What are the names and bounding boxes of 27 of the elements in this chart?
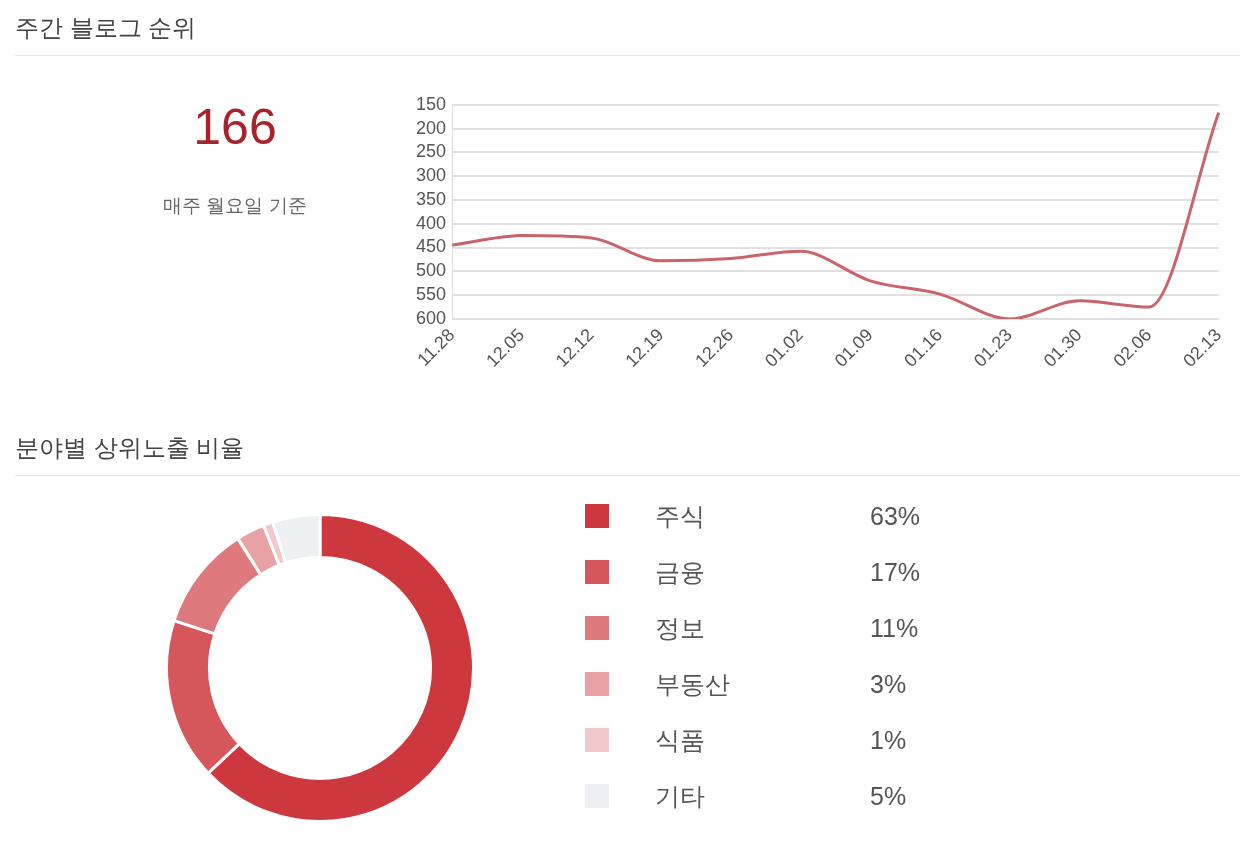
legend-label: 금융 (655, 556, 706, 588)
y-tick-label: 200 (415, 117, 447, 138)
y-tick-label: 300 (415, 165, 447, 186)
line-series (450, 110, 1221, 319)
y-tick-label: 550 (415, 284, 447, 305)
text: 주간 블로그 순위 (15, 8, 1240, 56)
y-tick-label: 500 (415, 260, 447, 281)
legend-label: 정보 (655, 612, 706, 644)
data-label: 11% (870, 613, 919, 643)
text: 166 (192, 98, 278, 156)
y-tick-label: 450 (415, 236, 447, 257)
y-tick-label: 350 (415, 188, 447, 209)
legend-label: 부동산 (655, 668, 731, 700)
legend-label: 식품 (655, 724, 706, 756)
y-tick-label: 150 (415, 93, 447, 114)
data-label: 3% (870, 669, 907, 699)
data-label: 63% (870, 501, 921, 531)
legend-label: 주식 (655, 500, 706, 532)
text: 매주 월요일 기준 (162, 194, 308, 218)
data-label: 5% (870, 781, 907, 811)
chart-title: 분야별 상위노출 비율 (15, 428, 1240, 476)
y-tick-label: 400 (415, 212, 447, 233)
data-label: 17% (870, 557, 921, 587)
y-tick-label: 250 (415, 141, 447, 162)
legend-label: 기타 (655, 780, 706, 812)
data-label: 1% (870, 725, 907, 755)
y-tick-label: 600 (415, 307, 447, 328)
